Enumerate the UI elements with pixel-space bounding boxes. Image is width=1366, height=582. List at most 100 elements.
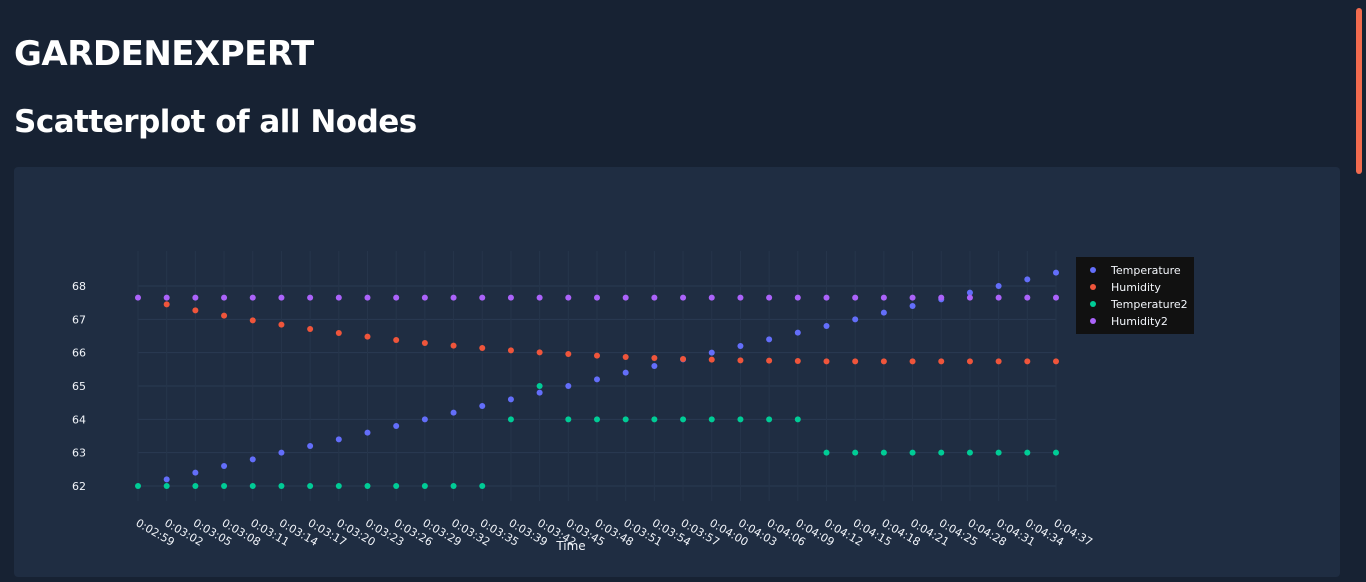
marker-humidity[interactable] xyxy=(794,358,801,364)
marker-temperature2[interactable] xyxy=(278,483,285,489)
marker-humidity[interactable] xyxy=(622,354,629,360)
marker-temperature2[interactable] xyxy=(249,483,256,489)
marker-temperature2[interactable] xyxy=(421,483,428,489)
marker-humidity2[interactable] xyxy=(565,294,572,301)
marker-humidity[interactable] xyxy=(1053,358,1059,365)
marker-humidity[interactable] xyxy=(393,337,400,343)
marker-temperature[interactable] xyxy=(536,389,543,396)
marker-temperature[interactable] xyxy=(766,336,773,343)
marker-temperature2[interactable] xyxy=(393,483,400,489)
marker-temperature2[interactable] xyxy=(995,449,1002,456)
scatterplot-chart[interactable]: 62 63 64 65 66 67 68 0:02:590:03:020:03:050:03… xyxy=(14,167,1340,577)
marker-temperature[interactable] xyxy=(823,323,830,329)
marker-temperature2[interactable] xyxy=(880,449,887,456)
marker-humidity2[interactable] xyxy=(163,294,170,301)
marker-temperature2[interactable] xyxy=(135,483,141,489)
marker-humidity[interactable] xyxy=(680,356,687,362)
marker-humidity[interactable] xyxy=(651,355,658,361)
marker-temperature[interactable] xyxy=(1053,269,1059,276)
marker-temperature2[interactable] xyxy=(307,483,314,489)
marker-temperature2[interactable] xyxy=(622,416,629,423)
marker-temperature2[interactable] xyxy=(450,483,457,489)
marker-humidity[interactable] xyxy=(421,340,428,346)
marker-humidity2[interactable] xyxy=(708,294,715,301)
marker-humidity2[interactable] xyxy=(135,294,141,301)
marker-humidity2[interactable] xyxy=(966,294,973,301)
marker-humidity2[interactable] xyxy=(450,294,457,301)
marker-humidity[interactable] xyxy=(594,352,600,359)
marker-humidity[interactable] xyxy=(737,357,744,364)
marker-humidity2[interactable] xyxy=(1024,294,1031,301)
marker-humidity2[interactable] xyxy=(938,294,945,301)
marker-temperature2[interactable] xyxy=(966,449,973,456)
marker-temperature[interactable] xyxy=(335,436,342,443)
marker-temperature[interactable] xyxy=(995,283,1002,289)
marker-humidity[interactable] xyxy=(163,301,170,308)
marker-humidity[interactable] xyxy=(708,356,715,363)
marker-temperature[interactable] xyxy=(594,376,600,383)
marker-temperature[interactable] xyxy=(708,349,715,356)
marker-humidity2[interactable] xyxy=(766,294,773,301)
marker-humidity2[interactable] xyxy=(364,294,371,301)
marker-humidity2[interactable] xyxy=(421,294,428,301)
marker-humidity[interactable] xyxy=(966,358,973,365)
legend-label-humidity[interactable]: Humidity xyxy=(1111,281,1161,294)
marker-humidity2[interactable] xyxy=(995,294,1002,301)
marker-temperature2[interactable] xyxy=(651,416,658,423)
marker-temperature2[interactable] xyxy=(221,483,228,489)
marker-humidity2[interactable] xyxy=(307,294,314,301)
marker-temperature2[interactable] xyxy=(794,416,801,423)
marker-humidity[interactable] xyxy=(995,358,1002,365)
marker-temperature2[interactable] xyxy=(852,449,859,456)
scrollbar-thumb[interactable] xyxy=(1356,8,1362,174)
marker-temperature2[interactable] xyxy=(823,449,830,456)
marker-temperature2[interactable] xyxy=(507,416,514,423)
marker-humidity[interactable] xyxy=(880,358,887,365)
marker-temperature[interactable] xyxy=(507,396,514,403)
marker-temperature2[interactable] xyxy=(192,483,199,489)
marker-humidity[interactable] xyxy=(565,351,572,357)
marker-temperature[interactable] xyxy=(794,329,801,336)
marker-humidity2[interactable] xyxy=(507,294,514,301)
marker-temperature[interactable] xyxy=(307,443,314,449)
marker-humidity2[interactable] xyxy=(479,294,486,301)
marker-temperature2[interactable] xyxy=(766,416,773,423)
marker-temperature2[interactable] xyxy=(708,416,715,423)
marker-humidity[interactable] xyxy=(823,358,830,365)
marker-humidity2[interactable] xyxy=(680,294,687,301)
marker-temperature2[interactable] xyxy=(479,483,486,489)
marker-temperature[interactable] xyxy=(880,309,887,316)
marker-humidity2[interactable] xyxy=(249,294,256,301)
marker-humidity[interactable] xyxy=(479,345,486,351)
marker-temperature[interactable] xyxy=(966,289,973,296)
marker-temperature2[interactable] xyxy=(737,416,744,423)
marker-humidity[interactable] xyxy=(852,358,859,365)
marker-temperature[interactable] xyxy=(221,463,228,469)
marker-temperature2[interactable] xyxy=(536,383,543,389)
marker-temperature2[interactable] xyxy=(909,449,916,456)
marker-humidity[interactable] xyxy=(278,321,285,328)
marker-temperature[interactable] xyxy=(163,476,170,483)
marker-humidity2[interactable] xyxy=(852,294,859,301)
marker-humidity[interactable] xyxy=(909,358,916,365)
marker-humidity2[interactable] xyxy=(880,294,887,301)
legend-label-temperature2[interactable]: Temperature2 xyxy=(1110,298,1188,311)
marker-temperature2[interactable] xyxy=(163,483,170,489)
marker-humidity2[interactable] xyxy=(594,294,600,301)
marker-humidity2[interactable] xyxy=(536,294,543,301)
marker-temperature[interactable] xyxy=(192,469,199,476)
marker-humidity2[interactable] xyxy=(823,294,830,301)
marker-temperature[interactable] xyxy=(737,343,744,349)
marker-temperature[interactable] xyxy=(364,429,371,436)
marker-humidity[interactable] xyxy=(307,326,314,332)
marker-humidity2[interactable] xyxy=(794,294,801,301)
marker-humidity2[interactable] xyxy=(909,294,916,301)
marker-humidity[interactable] xyxy=(1024,358,1031,365)
marker-humidity[interactable] xyxy=(249,317,256,324)
marker-temperature[interactable] xyxy=(651,363,658,369)
marker-humidity[interactable] xyxy=(364,333,371,340)
marker-temperature[interactable] xyxy=(622,369,629,376)
marker-humidity2[interactable] xyxy=(737,294,744,301)
marker-temperature2[interactable] xyxy=(565,416,572,423)
marker-humidity2[interactable] xyxy=(278,294,285,301)
